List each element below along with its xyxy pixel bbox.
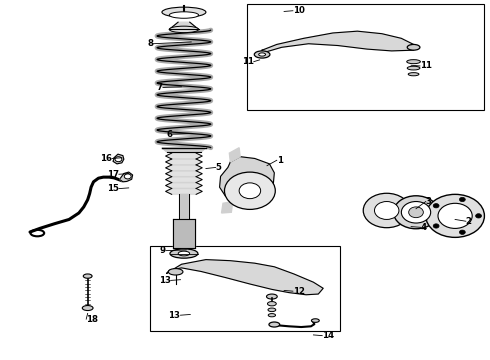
Circle shape [363,193,410,228]
Polygon shape [166,159,202,165]
Ellipse shape [268,308,276,312]
Circle shape [224,172,275,210]
Polygon shape [221,202,233,213]
Text: 8: 8 [147,39,153,48]
Bar [150,246,340,330]
Circle shape [460,197,465,202]
Circle shape [438,203,472,228]
Polygon shape [220,157,274,203]
Polygon shape [179,194,189,220]
Circle shape [409,207,423,218]
Ellipse shape [83,274,92,278]
Circle shape [401,202,431,223]
Circle shape [433,204,439,208]
Ellipse shape [407,60,420,64]
Ellipse shape [259,53,266,56]
Circle shape [393,196,439,229]
Text: 7: 7 [157,83,163,92]
Polygon shape [166,153,202,159]
Text: 6: 6 [167,130,172,139]
Text: 15: 15 [107,184,119,193]
Polygon shape [162,148,206,152]
Circle shape [476,214,482,218]
Text: 13: 13 [169,311,180,320]
Polygon shape [121,172,133,182]
Ellipse shape [407,44,420,50]
Ellipse shape [170,249,198,258]
Text: 3: 3 [426,197,432,206]
Ellipse shape [268,302,276,306]
Circle shape [115,157,122,162]
Text: 4: 4 [421,223,427,232]
Text: 12: 12 [293,287,305,296]
Circle shape [124,174,131,179]
Text: 13: 13 [159,276,171,285]
Ellipse shape [169,26,198,33]
Circle shape [374,202,399,220]
Ellipse shape [254,51,270,58]
Ellipse shape [162,7,206,17]
Text: 17: 17 [107,170,119,179]
Ellipse shape [82,306,93,311]
Ellipse shape [268,314,275,317]
Polygon shape [229,148,240,162]
Polygon shape [167,260,323,295]
Polygon shape [169,22,198,30]
Text: 11: 11 [242,57,254,66]
Ellipse shape [267,294,277,299]
Text: 14: 14 [322,331,334,340]
Circle shape [426,194,485,237]
Polygon shape [166,171,202,177]
Text: 5: 5 [216,163,221,172]
Polygon shape [166,165,202,171]
Ellipse shape [408,73,419,76]
Circle shape [433,224,439,228]
Text: 10: 10 [293,6,305,15]
Text: 16: 16 [100,154,112,163]
Ellipse shape [407,66,420,70]
Bar [247,4,485,110]
Ellipse shape [168,269,183,275]
Polygon shape [113,154,124,164]
Text: 11: 11 [420,62,432,71]
Circle shape [239,183,261,199]
Ellipse shape [312,319,319,322]
Polygon shape [173,220,195,248]
Text: 1: 1 [277,156,283,165]
Polygon shape [262,31,414,55]
Text: 9: 9 [160,246,166,255]
Circle shape [460,230,465,234]
Polygon shape [166,177,202,183]
Polygon shape [166,183,202,188]
Polygon shape [166,188,202,194]
Ellipse shape [169,12,198,18]
Text: 18: 18 [86,315,98,324]
Text: 2: 2 [466,217,472,226]
Ellipse shape [269,322,280,327]
Ellipse shape [178,251,190,256]
